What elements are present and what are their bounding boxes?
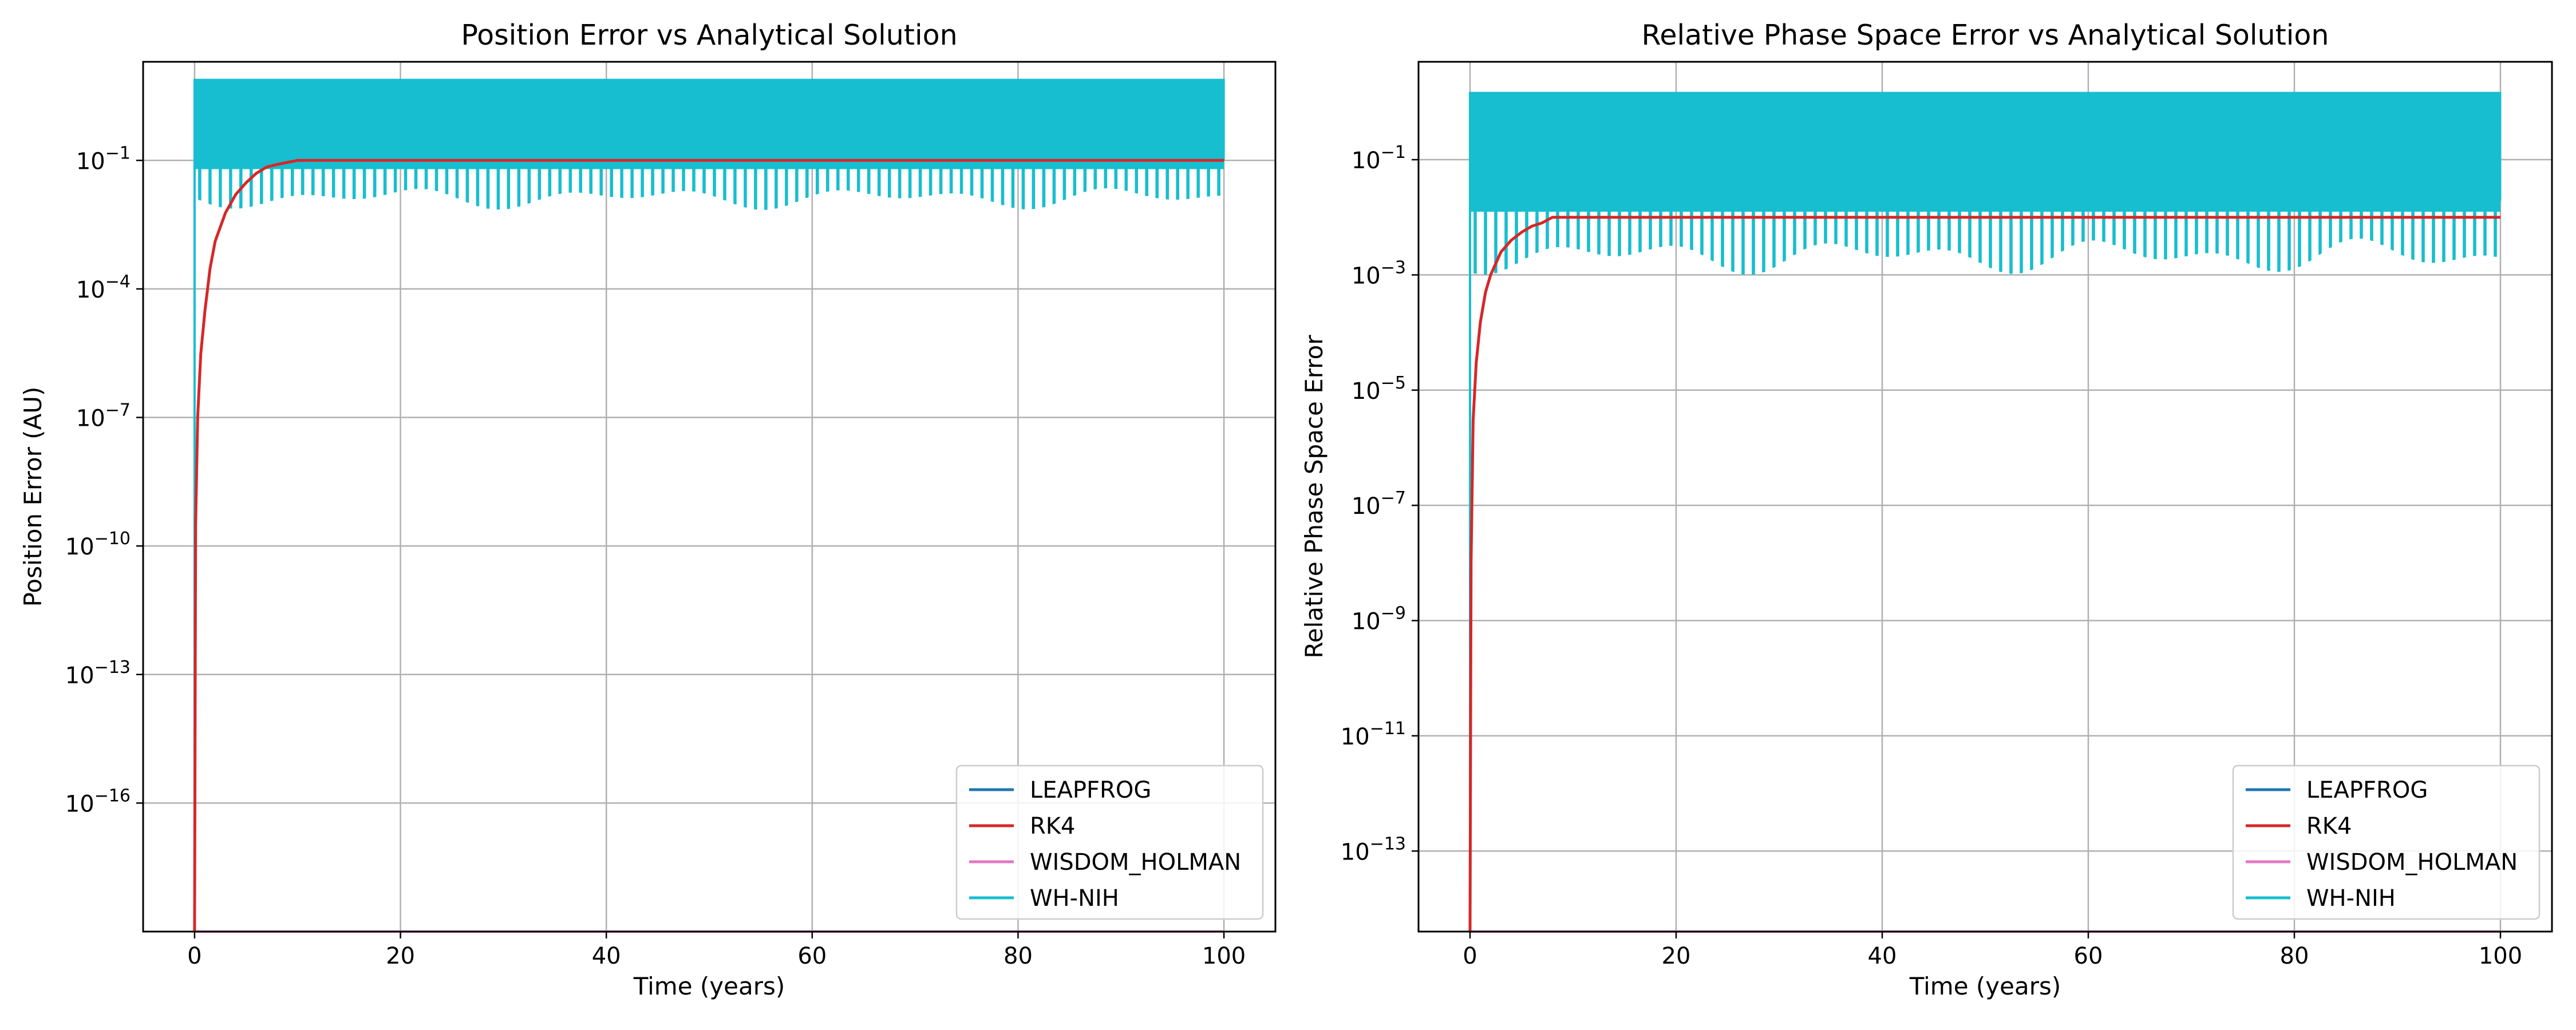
chart-title: Position Error vs Analytical Solution [461,19,957,52]
x-tick-label: 40 [1868,943,1897,969]
series-line-rk4 [193,159,1224,932]
x-tick-label: 60 [797,943,827,969]
series-band-wh-nih [1470,92,2500,212]
grid [143,62,1275,932]
legend-box [2232,764,2541,920]
plot-frame [1417,61,2553,933]
y-tick-label: 10−7 [1352,488,1406,520]
x-axis-label: Time (years) [1909,972,2061,1000]
legend: LEAPFROG RK4 WISDOM_HOLMAN WH-NIH [955,764,1264,920]
y-tick-label: 10−3 [1352,258,1406,289]
legend: LEAPFROG RK4 WISDOM_HOLMAN WH-NIH [2232,764,2541,920]
legend-label: LEAPFROG [1030,777,1151,803]
legend-label: LEAPFROG [2306,777,2428,803]
x-tick-label: 80 [1003,943,1033,969]
legend-label: WISDOM_HOLMAN [2306,849,2518,876]
x-tick-label: 100 [1202,943,1246,969]
y-axis-label: Position Error (AU) [19,387,47,607]
y-tick-label: 10−4 [76,272,131,303]
y-axis-label: Relative Phase Space Error [1300,335,1328,659]
series-line-rk4 [1468,216,2500,932]
y-tick-label: 10−5 [1352,373,1406,405]
y-tick-label: 10−10 [65,529,131,560]
x-tick-label: 20 [386,943,415,969]
y-tick-label: 10−7 [76,401,131,432]
y-tick-label: 10−9 [1352,604,1406,635]
position-error-chart: 0 20 40 60 80 10010−110−410−710−1010−1310−16 … [19,19,1277,1000]
y-tick-label: 10−11 [1341,719,1406,750]
axis-ticks: 0 20 40 60 80 100 10−1 10−4 10−7 10−10 10−13 10−16 [65,143,1246,969]
series-lines [1468,92,2502,933]
x-axis-label: Time (years) [633,972,785,1000]
x-tick-label: 100 [2479,943,2522,969]
legend-label: WH-NIH [2306,885,2396,912]
y-tick-label: 10−1 [1352,142,1406,174]
legend-label: RK4 [2306,813,2352,839]
phase-space-error-chart: 0 20 40 60 80 100 10−1 10−3 10−5 10−7 10−9 10−11 10−… [1300,19,2553,1000]
legend-label: WH-NIH [1030,885,1119,912]
x-tick-label: 20 [1662,943,1691,969]
x-tick-label: 0 [187,943,202,969]
x-tick-label: 0 [1463,943,1477,969]
y-tick-label: 10−13 [65,657,131,689]
y-tick-label: 10−16 [65,786,131,817]
x-tick-label: 80 [2280,943,2309,969]
series-band-wh-nih [194,78,1224,169]
chart-title: Relative Phase Space Error vs Analytical… [1642,19,2329,52]
y-tick-label: 10−13 [1341,834,1406,865]
x-tick-label: 40 [592,943,621,969]
legend-label: WISDOM_HOLMAN [1030,849,1241,876]
plot-frame [142,61,1277,933]
x-tick-label: 60 [2074,943,2103,969]
legend-label: RK4 [1030,813,1075,839]
y-tick-label: 10−1 [76,143,131,175]
axis-ticks: 0 20 40 60 80 100 10−1 10−3 10−5 10−7 10−9 10−11 10−… [1341,142,2522,969]
legend-box [955,764,1264,920]
